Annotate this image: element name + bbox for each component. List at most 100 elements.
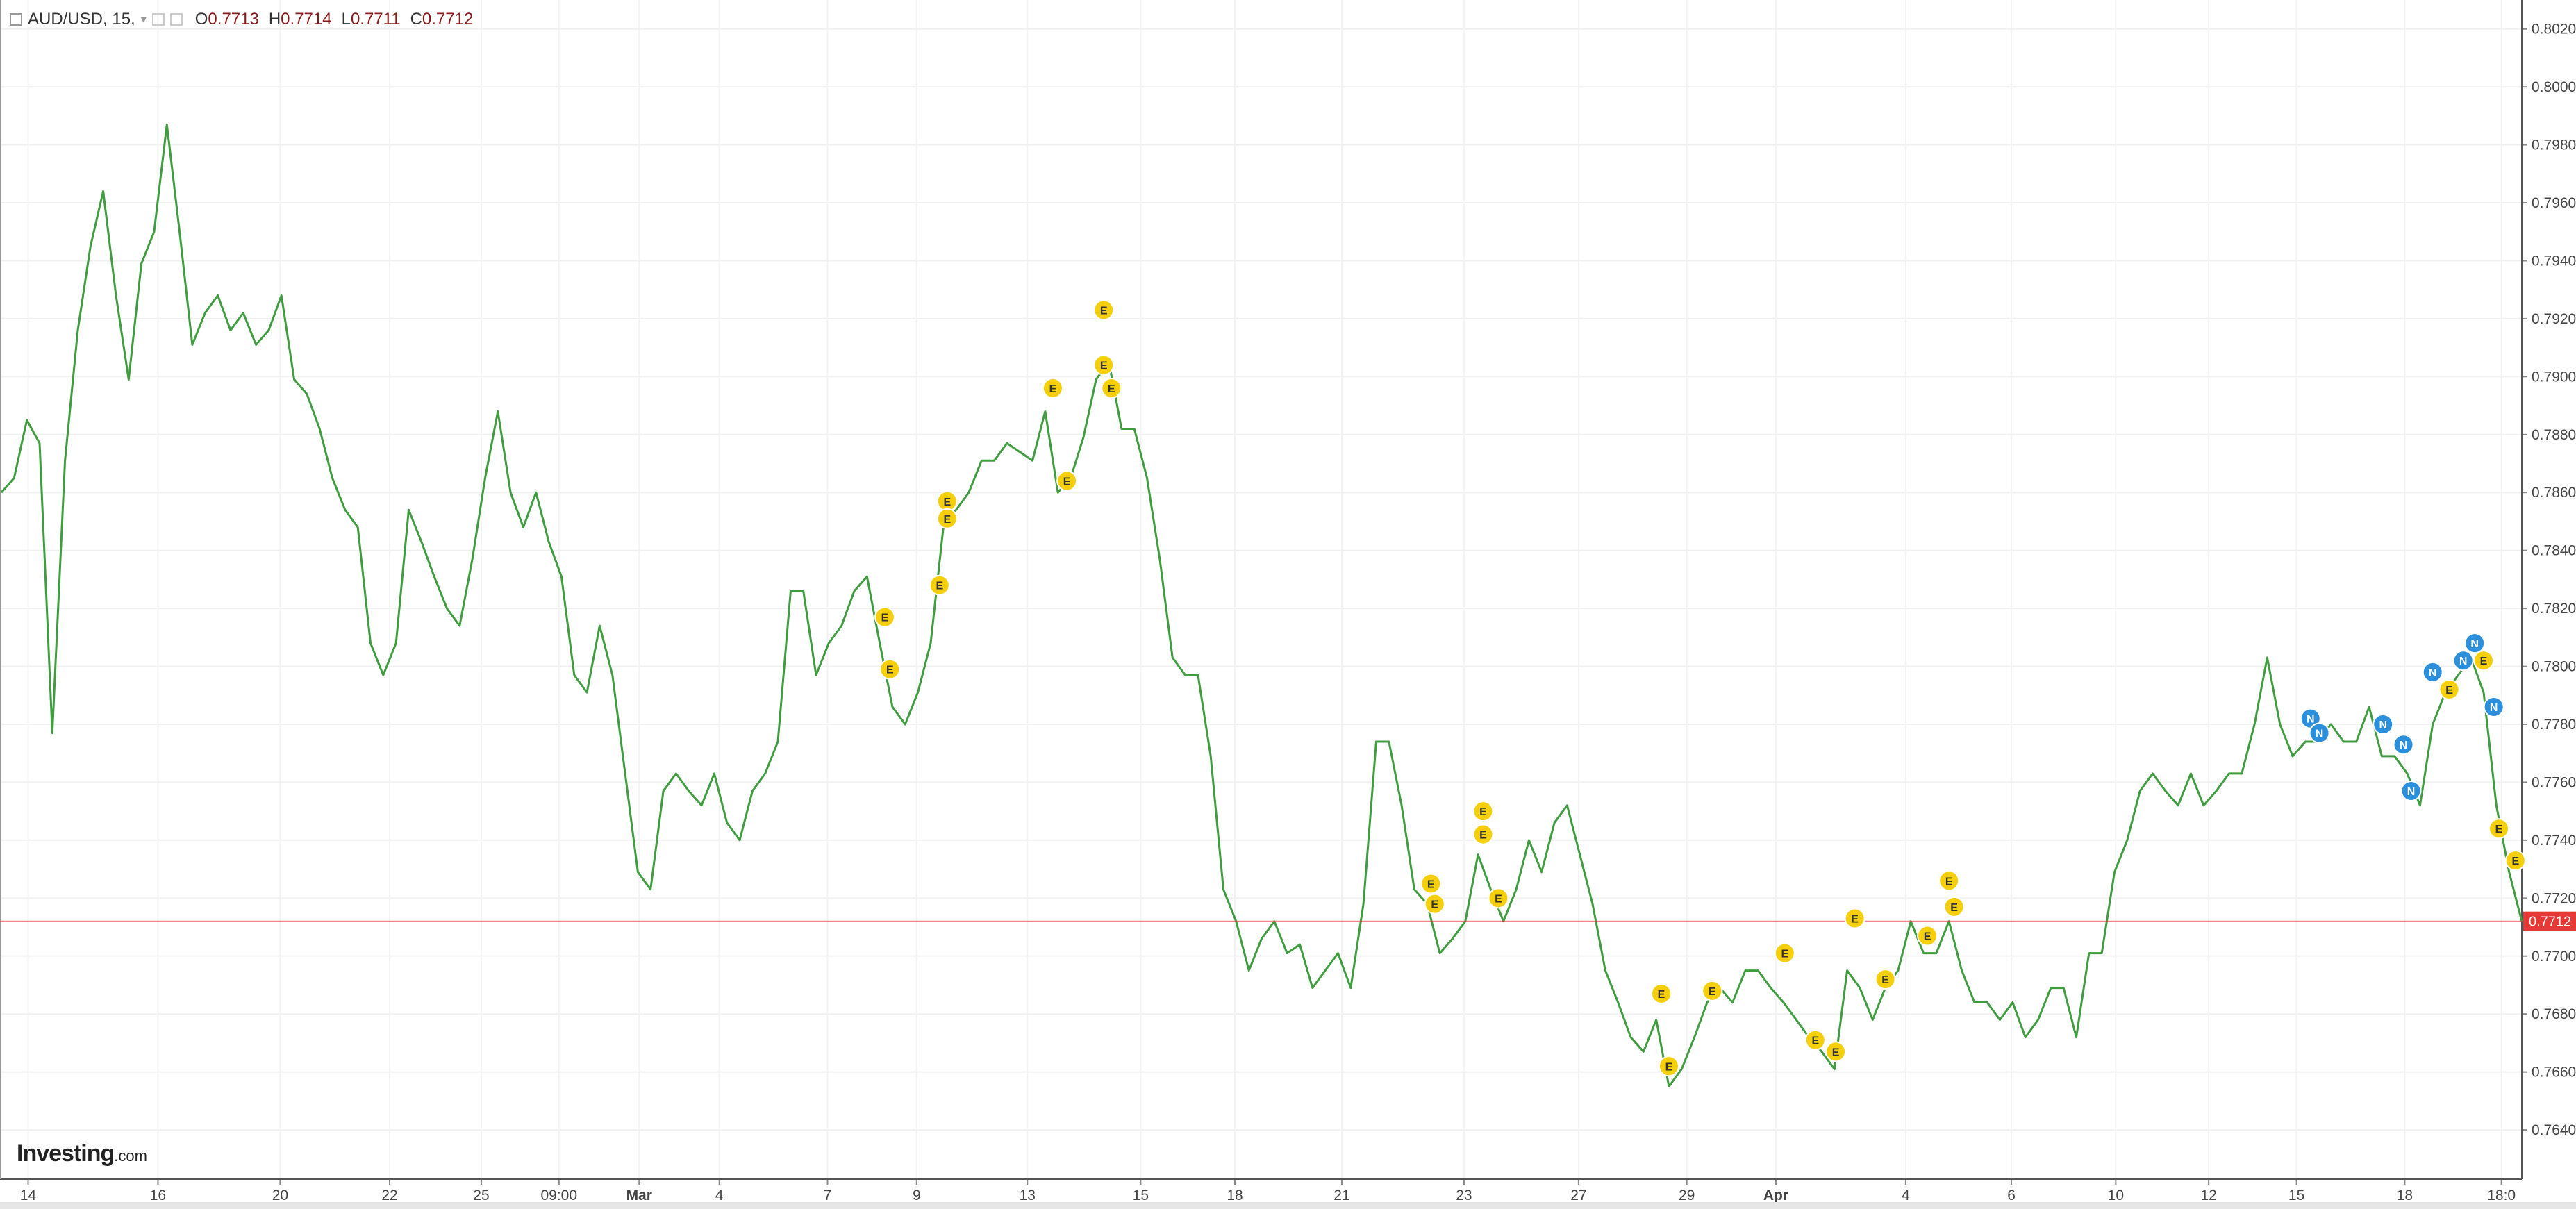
event-label: E (1811, 1035, 1819, 1047)
event-marker[interactable] (2473, 650, 2495, 672)
event-marker[interactable] (1472, 801, 1494, 822)
event-marker[interactable] (1093, 299, 1115, 321)
event-label: E (2495, 824, 2503, 835)
event-marker[interactable] (2464, 633, 2486, 654)
event-marker[interactable] (1424, 893, 1445, 915)
event-marker[interactable] (1042, 378, 1063, 399)
event-marker[interactable] (1943, 896, 1965, 917)
x-tick-label: 22 (381, 1187, 397, 1203)
symbol-title[interactable]: AUD/USD, 15, (28, 10, 135, 28)
ohlc-value: 0.7712 (422, 10, 474, 28)
event-marker[interactable] (2393, 734, 2414, 756)
x-tick-label: 18 (2397, 1187, 2413, 1203)
event-marker[interactable] (2400, 780, 2422, 801)
event-label: E (1945, 876, 1953, 887)
event-label: E (2445, 685, 2453, 697)
event-marker[interactable] (2373, 713, 2394, 735)
dropdown-arrow[interactable]: ▾ (140, 14, 147, 26)
event-marker[interactable] (1101, 378, 1122, 399)
y-tick-label: 0.7800 (2532, 659, 2576, 675)
event-marker[interactable] (2309, 722, 2330, 744)
event-label: E (936, 581, 943, 592)
x-tick-label: Mar (626, 1187, 652, 1203)
ohlc-value: 0.7713 (208, 10, 259, 28)
event-label: N (2429, 667, 2437, 679)
y-tick-label: 0.8000 (2532, 79, 2576, 95)
x-tick-label: Apr (1763, 1187, 1788, 1203)
watermark: Investing.com (17, 1140, 147, 1167)
event-marker[interactable] (874, 606, 895, 628)
event-label: N (2316, 728, 2324, 740)
collapse-icon[interactable] (10, 13, 22, 26)
event-label: E (943, 497, 951, 508)
ohlc-label: C (410, 10, 422, 28)
event-marker[interactable] (1917, 925, 1938, 947)
settings-icon[interactable] (151, 13, 165, 26)
y-tick-label: 0.7900 (2532, 369, 2576, 385)
event-label: N (2459, 656, 2468, 667)
chart-header: AUD/USD, 15, ▾ O 0.7713 H 0.7714 L 0.7711 C 0.7… (10, 10, 483, 29)
event-marker[interactable] (1844, 908, 1865, 929)
x-tick-label: 13 (1020, 1187, 1036, 1203)
ohlc-label: L (341, 10, 351, 28)
price-line (0, 123, 2523, 1087)
event-marker[interactable] (1774, 942, 1795, 964)
event-label: N (2400, 740, 2408, 751)
event-marker[interactable] (879, 658, 901, 680)
y-tick-label: 0.7700 (2532, 949, 2576, 965)
event-marker[interactable] (2483, 696, 2504, 717)
event-marker[interactable] (1702, 980, 1723, 1001)
event-label: E (2512, 856, 2520, 867)
y-tick-label: 0.7640 (2532, 1122, 2576, 1138)
scrollbar (0, 1202, 2576, 1209)
plot-background (0, 0, 2522, 1179)
event-label: E (1479, 806, 1487, 818)
y-tick-label: 0.7780 (2532, 717, 2576, 733)
event-marker[interactable] (936, 508, 958, 529)
event-label: E (1781, 949, 1788, 960)
event-label: E (886, 665, 894, 676)
event-label: E (1100, 305, 1108, 317)
x-tick-label: 12 (2200, 1187, 2216, 1203)
event-label: E (1495, 893, 1502, 905)
x-tick-label: 18:0 (2487, 1187, 2516, 1203)
x-tick-label: 15 (2288, 1187, 2304, 1203)
x-tick-label: 7 (824, 1187, 832, 1203)
y-tick-label: 0.7820 (2532, 601, 2576, 617)
event-marker[interactable] (1804, 1029, 1826, 1051)
close-icon[interactable] (169, 13, 183, 26)
event-label: N (2407, 786, 2416, 798)
event-marker[interactable] (2504, 850, 2526, 872)
event-marker[interactable] (1875, 969, 1896, 990)
event-marker[interactable] (1093, 354, 1115, 376)
event-label: N (2470, 638, 2479, 650)
event-marker[interactable] (1659, 1056, 1680, 1077)
event-marker[interactable] (1651, 983, 1672, 1004)
event-marker[interactable] (1488, 887, 1509, 909)
event-marker[interactable] (2488, 818, 2510, 840)
event-marker[interactable] (1825, 1041, 1847, 1062)
event-marker[interactable] (1472, 824, 1494, 845)
event-marker[interactable] (2422, 661, 2443, 683)
event-marker[interactable] (2438, 678, 2460, 700)
event-label: E (1063, 476, 1071, 488)
ohlc-value: 0.7711 (350, 10, 401, 28)
x-tick-label: 15 (1133, 1187, 1149, 1203)
x-tick-label: 4 (1902, 1187, 1910, 1203)
event-label: E (1709, 986, 1716, 998)
event-marker[interactable] (1056, 470, 1078, 492)
event-marker[interactable] (1938, 870, 1960, 892)
event-marker[interactable] (929, 574, 950, 596)
event-label: E (1658, 989, 1665, 1001)
y-tick-label: 0.7720 (2532, 890, 2576, 906)
watermark-suffix: .com (114, 1147, 147, 1165)
event-marker[interactable] (2452, 650, 2474, 672)
ohlc-value: 0.7714 (281, 10, 332, 28)
y-tick-label: 0.7860 (2532, 485, 2576, 501)
y-tick-label: 0.7880 (2532, 427, 2576, 443)
last-price-tag (2523, 911, 2576, 931)
y-tick-label: 0.7660 (2532, 1065, 2576, 1081)
event-marker[interactable] (1420, 873, 1442, 894)
watermark-brand: Investing (17, 1140, 115, 1167)
